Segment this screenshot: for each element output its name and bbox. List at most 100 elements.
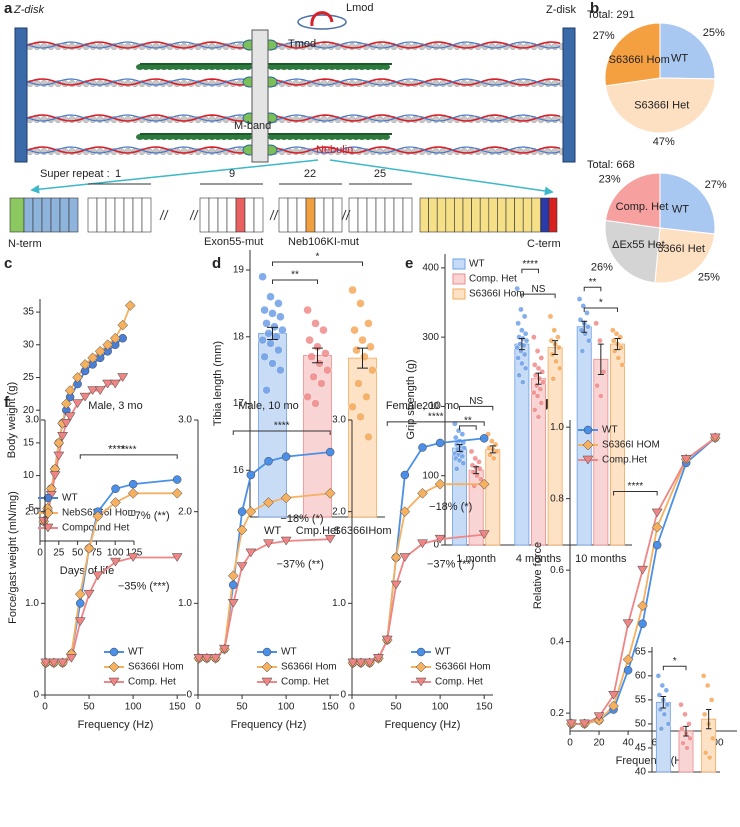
y-axis-label: Relative force (532, 542, 544, 609)
myosin-head (352, 134, 360, 140)
actin-bead (488, 116, 496, 123)
myosin-head (274, 134, 282, 140)
myosin-head (214, 64, 222, 70)
lmod-cycle (297, 14, 347, 30)
tropomyosin-strand (271, 41, 561, 49)
data-point (610, 327, 616, 334)
data-point (218, 644, 230, 654)
super-repeat-label: Super repeat : (40, 168, 110, 180)
data-point (268, 359, 277, 368)
myosin-head (376, 64, 384, 70)
data-point (362, 392, 371, 402)
data-point (679, 726, 685, 732)
data-point (520, 379, 526, 385)
data-point (324, 534, 336, 544)
myosin-head (364, 134, 372, 140)
data-point (111, 484, 120, 493)
pie-slice (604, 172, 661, 229)
actin-bead (495, 148, 503, 155)
data-point (260, 305, 269, 315)
legend-label: WT (435, 647, 451, 658)
legend-label: Compound Het (62, 523, 129, 534)
data-point (372, 654, 384, 663)
data-point (266, 339, 275, 348)
myosin-head (208, 134, 216, 140)
myosin-head (172, 64, 180, 70)
data-point (117, 319, 129, 331)
myosin-head (328, 64, 336, 70)
data-point (311, 399, 320, 408)
significance-bracket (583, 286, 602, 292)
pie-slice (654, 227, 716, 284)
break (341, 209, 347, 221)
nebulin-strand (26, 114, 248, 122)
super-repeat-number: 9 (229, 168, 235, 180)
data-point (76, 599, 85, 608)
data-point (709, 433, 721, 443)
y-tick-label: 15 (23, 438, 35, 449)
nebulin-module (357, 197, 368, 233)
myosin-head (340, 134, 348, 140)
actin-bead (152, 116, 160, 123)
bar (576, 326, 592, 546)
data-point (109, 379, 121, 389)
myosin-head (358, 134, 366, 140)
nebulin-module (522, 197, 533, 233)
data-point (356, 412, 365, 422)
nebulin-module (9, 197, 25, 233)
myosin-head (154, 134, 162, 140)
myosin-head (202, 64, 210, 70)
data-point (236, 562, 248, 572)
data-point (72, 372, 83, 383)
nebulin-module (141, 197, 152, 233)
actin-bead (96, 80, 104, 87)
myosin-head (310, 64, 318, 70)
myosin-head (184, 134, 192, 140)
y-tick-label: 200 (422, 401, 439, 412)
nebulin-module (548, 197, 558, 233)
x-tick-label: 50 (237, 702, 249, 713)
nebulin-module (436, 197, 447, 233)
data-point (531, 407, 538, 413)
data-point (537, 386, 544, 392)
myosin-head (304, 64, 312, 70)
y-axis-label: Grip strength (g) (405, 359, 417, 439)
myosin-head (166, 64, 174, 70)
actin-bead (376, 148, 384, 155)
lmod-label: Lmod (346, 2, 374, 14)
data-point (523, 337, 530, 344)
myosin-head (346, 134, 354, 140)
actin-bead (551, 116, 559, 123)
super-repeat-number: 22 (304, 168, 316, 180)
tropomyosin-strand (271, 114, 561, 122)
myosin-head (280, 64, 288, 70)
myosin-head (292, 134, 300, 140)
data-point (210, 654, 222, 663)
actin-bead (404, 43, 412, 50)
y-tick-label: 300 (422, 332, 439, 343)
y-tick-label: 1.0 (550, 422, 564, 433)
data-point (661, 711, 668, 718)
break (189, 209, 195, 221)
y-axis-label: Body weight (g) (6, 382, 18, 458)
data-point (64, 412, 76, 422)
annotation: −7% (**) (128, 510, 169, 522)
lmod-icon (310, 11, 334, 27)
x-tick-label: Cmp.Het (296, 525, 339, 537)
y-tick-label: 35 (23, 307, 35, 318)
slice-label: ΔEx55 Het (612, 239, 665, 251)
data-point (535, 414, 542, 420)
data-point (680, 740, 686, 746)
y-tick-label: 18 (233, 331, 245, 342)
data-point (514, 344, 521, 351)
z-disk-label: Z-disk (546, 4, 576, 16)
nebulin-module (287, 197, 298, 233)
annotation: −37% (**) (427, 559, 474, 571)
data-point (364, 658, 376, 668)
data-point (278, 325, 287, 335)
data-point (547, 313, 554, 320)
value-label: 47% (653, 136, 675, 148)
myosin-head (286, 134, 294, 140)
slice-label: WT (672, 204, 689, 216)
actin-bead (40, 148, 48, 155)
